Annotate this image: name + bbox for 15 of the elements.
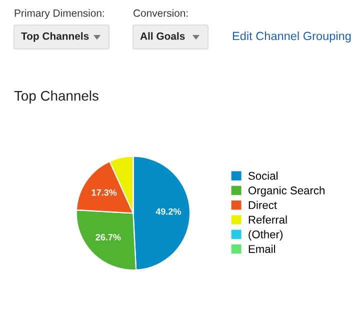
legend-label: Email — [248, 244, 276, 253]
text: Top Channels — [21, 32, 89, 42]
text: Edit Channel Grouping — [232, 32, 351, 43]
legend-label: Referral — [248, 216, 287, 224]
text: Primary Dimension: — [14, 9, 104, 19]
data-label: 17.3% — [92, 189, 117, 196]
text: Conversion: — [134, 9, 188, 17]
data-label: 49.2% — [156, 208, 181, 215]
legend-label: Organic Search — [248, 186, 324, 197]
legend-label: Direct — [248, 200, 277, 210]
data-label: 26.7% — [96, 234, 121, 240]
legend-label: Social — [248, 172, 278, 180]
chart-title: Top Channels — [14, 90, 98, 104]
legend-label: (Other) — [248, 230, 282, 241]
text: All Goals — [140, 32, 185, 40]
